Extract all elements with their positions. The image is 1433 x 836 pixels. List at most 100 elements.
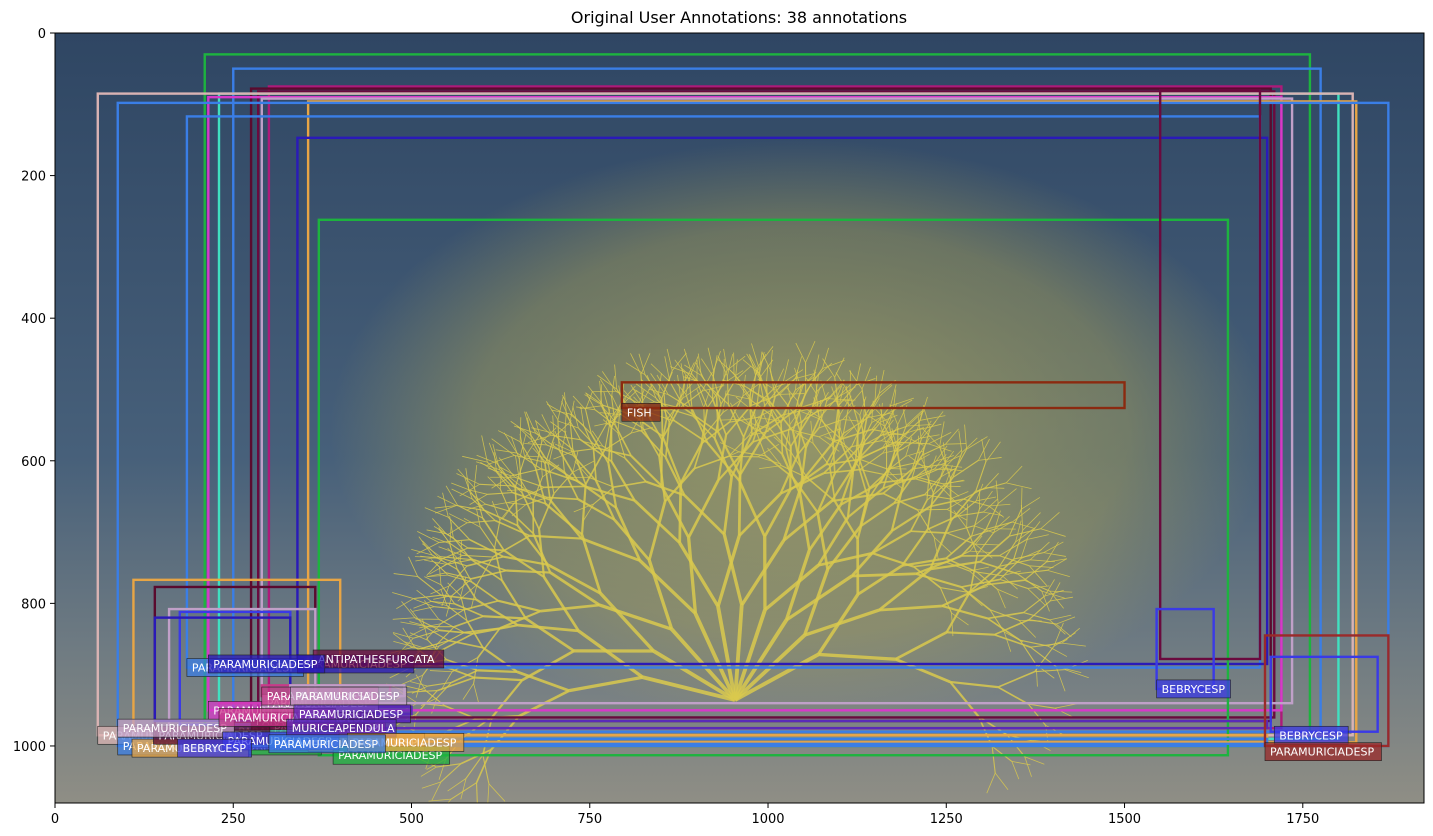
- sea-fan-branch: [812, 442, 831, 467]
- sea-fan-branch: [678, 542, 720, 608]
- sea-fan-branch: [396, 598, 414, 610]
- sea-fan-branch: [678, 482, 683, 543]
- sea-fan-branch: [923, 448, 925, 468]
- sea-fan-branch: [856, 498, 870, 540]
- sea-fan-branch: [440, 763, 462, 783]
- sea-fan-branch: [456, 504, 485, 512]
- sea-fan-branch: [839, 461, 857, 506]
- sea-fan-branch: [1026, 534, 1049, 540]
- sea-fan-branch: [1024, 579, 1050, 592]
- sea-fan-branch: [635, 383, 657, 399]
- sea-fan-branch: [487, 467, 512, 477]
- sea-fan-branch: [1030, 559, 1055, 563]
- sea-fan-branch: [794, 367, 802, 388]
- sea-fan-branch: [794, 387, 802, 415]
- sea-fan-branch: [915, 554, 962, 575]
- sea-fan-branch: [1061, 642, 1086, 647]
- sea-fan-branch: [687, 479, 720, 539]
- sea-fan-branch: [420, 697, 438, 707]
- sea-fan-branch: [993, 521, 1012, 533]
- sea-fan-branch: [413, 629, 441, 639]
- sea-fan-coral: [330, 140, 1270, 829]
- sea-fan-branch: [781, 465, 808, 479]
- sea-fan-branch: [656, 374, 669, 395]
- sea-fan-branch: [695, 362, 707, 385]
- sea-fan-branch: [671, 409, 694, 417]
- sea-fan-branch: [916, 405, 925, 431]
- sea-fan-branch: [790, 451, 808, 479]
- sea-fan-branch: [592, 425, 607, 448]
- sea-fan-branch: [768, 400, 794, 432]
- sea-fan-branch: [945, 535, 973, 560]
- sea-fan-branch: [973, 512, 991, 527]
- sea-fan-branch: [879, 604, 942, 612]
- sea-fan-branch: [923, 407, 931, 429]
- sea-fan-branch: [1024, 756, 1045, 765]
- sea-fan-branch: [487, 454, 515, 465]
- sea-fan-branch: [453, 615, 484, 628]
- sea-fan-branch: [485, 503, 511, 512]
- sea-fan-branch: [655, 397, 676, 422]
- sea-fan-branch: [467, 489, 488, 495]
- sea-fan-branch: [726, 354, 734, 377]
- sea-fan-branch: [728, 435, 750, 457]
- sea-fan-branch: [472, 558, 507, 572]
- sea-fan-branch: [540, 468, 579, 483]
- sea-fan-branch: [834, 357, 845, 378]
- sea-fan-branch: [535, 441, 543, 469]
- sea-fan-branch: [718, 451, 740, 461]
- sea-fan-branch: [1041, 590, 1050, 612]
- sea-fan-branch: [969, 554, 979, 592]
- sea-fan-branch: [569, 400, 575, 422]
- sea-fan-branch: [890, 444, 897, 469]
- sea-fan-branch: [482, 517, 505, 551]
- sea-fan-branch: [763, 564, 820, 612]
- sea-fan-branch: [513, 425, 536, 434]
- sea-fan-branch: [1015, 527, 1036, 543]
- sea-fan-branch: [686, 537, 698, 614]
- sea-fan-branch: [770, 349, 773, 371]
- sea-fan-branch: [470, 584, 478, 609]
- sea-fan-branch: [476, 508, 481, 528]
- sea-fan-branch: [1049, 582, 1061, 602]
- sea-fan-branch: [407, 690, 438, 693]
- sea-fan-branch: [642, 675, 736, 702]
- sea-fan-branch: [924, 494, 951, 500]
- sea-fan-branch: [946, 525, 975, 534]
- annotation-label-text: FISH: [627, 406, 652, 419]
- sea-fan-branch: [836, 386, 856, 399]
- sea-fan-branch: [712, 355, 718, 377]
- sea-fan-branch: [757, 346, 774, 367]
- annotation-label-text: PARAMURICIADESP: [213, 658, 317, 671]
- sea-fan-branch: [491, 438, 515, 456]
- sea-fan-branch: [670, 366, 693, 375]
- sea-fan-branch: [1050, 596, 1073, 602]
- sea-fan-branch: [838, 425, 856, 442]
- sea-fan-branch: [988, 503, 1011, 507]
- sea-fan-branch: [928, 455, 937, 476]
- sea-fan-branch: [406, 685, 427, 692]
- sea-fan-branch: [971, 509, 980, 537]
- sea-fan-branch: [436, 763, 462, 768]
- sea-fan-branch: [650, 363, 671, 382]
- sea-fan-branch: [527, 434, 552, 444]
- sea-fan-branch: [660, 439, 664, 486]
- sea-fan-branch: [780, 423, 784, 455]
- annotation-label: PARAMURICIADESP: [117, 718, 235, 738]
- sea-fan-branch: [438, 528, 452, 545]
- sea-fan-branch: [632, 388, 655, 403]
- sea-fan-branch: [428, 798, 452, 802]
- sea-fan-branch: [563, 471, 579, 500]
- sea-fan-branch: [802, 440, 835, 481]
- sea-fan-branch: [469, 810, 478, 829]
- sea-fan-branch: [681, 368, 698, 383]
- sea-fan-branch: [1028, 619, 1057, 625]
- sea-fan-branch: [525, 411, 537, 434]
- sea-fan-branch: [431, 781, 442, 801]
- sea-fan-branch: [549, 571, 601, 607]
- sea-fan-branch: [524, 443, 547, 446]
- sea-fan-branch: [509, 510, 534, 535]
- sea-fan-branch: [934, 468, 953, 471]
- sea-fan-branch: [427, 681, 452, 687]
- sea-fan-branch: [602, 445, 626, 459]
